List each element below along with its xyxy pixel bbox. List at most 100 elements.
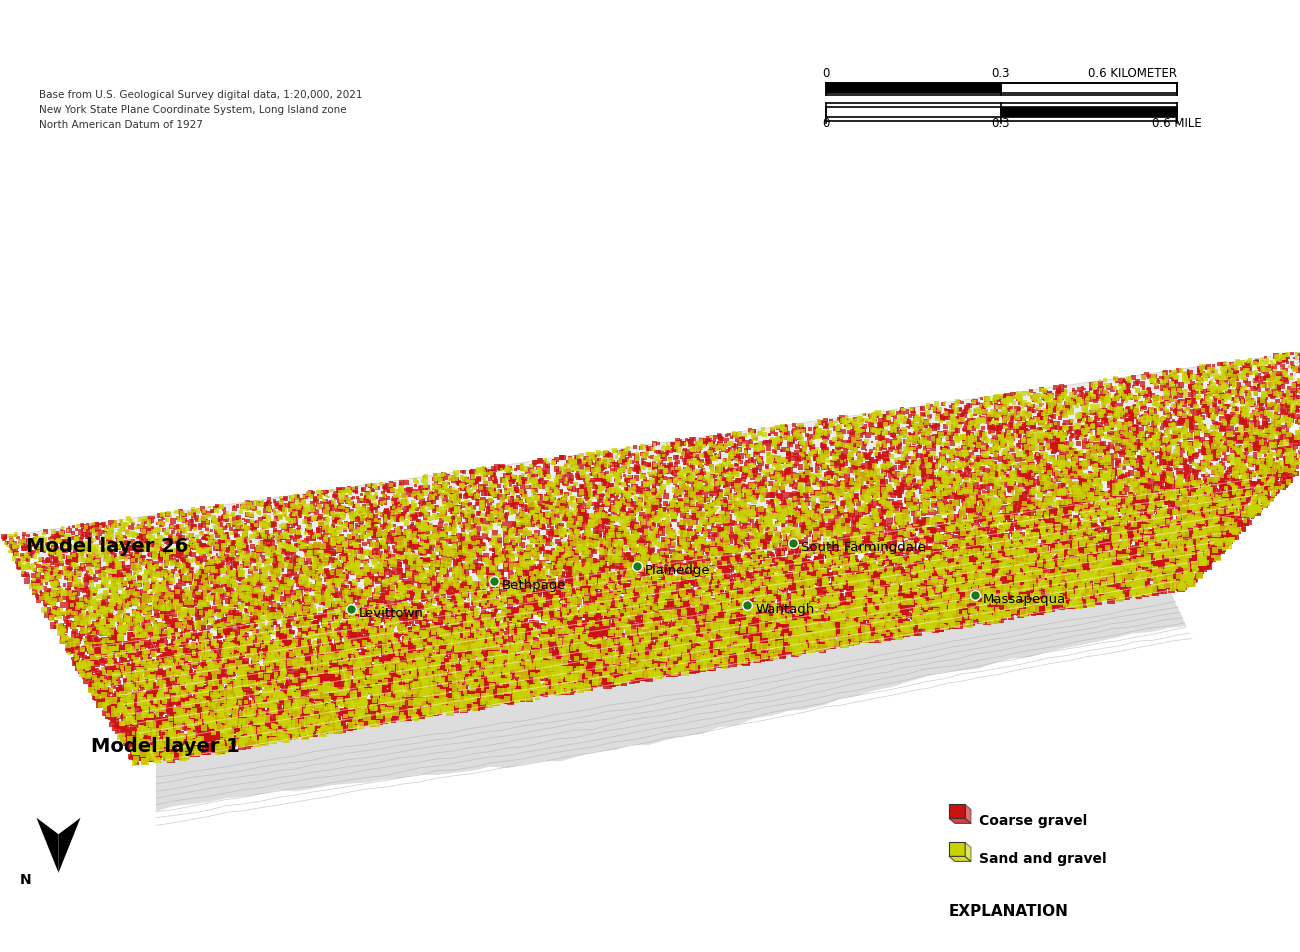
Point — [537, 490, 558, 506]
Point — [90, 571, 110, 586]
Point — [526, 667, 547, 683]
Point — [636, 498, 656, 513]
Point — [408, 525, 429, 540]
Point — [324, 599, 344, 614]
Point — [399, 589, 420, 605]
Point — [1282, 367, 1300, 382]
Point — [321, 647, 342, 663]
Point — [760, 620, 781, 635]
Point — [1052, 431, 1072, 446]
Point — [805, 425, 826, 440]
Point — [183, 655, 204, 670]
Point — [629, 664, 650, 679]
Point — [1214, 497, 1235, 512]
Point — [545, 590, 566, 605]
Point — [370, 708, 391, 724]
Point — [896, 579, 916, 594]
Point — [620, 593, 641, 608]
Point — [463, 581, 484, 596]
Point — [732, 526, 753, 541]
Point — [569, 638, 590, 653]
Point — [556, 544, 577, 559]
Point — [985, 392, 1006, 407]
Point — [214, 527, 235, 543]
Point — [195, 682, 216, 697]
Point — [376, 667, 396, 683]
Point — [1089, 376, 1110, 391]
Point — [1176, 413, 1197, 428]
Point — [914, 418, 935, 433]
Point — [545, 455, 566, 470]
Point — [974, 583, 995, 598]
Point — [227, 549, 248, 565]
Point — [200, 630, 221, 645]
Point — [680, 627, 701, 643]
Point — [573, 554, 594, 569]
Point — [238, 507, 259, 523]
Point — [307, 717, 328, 732]
Point — [26, 579, 47, 594]
Point — [676, 550, 697, 565]
Point — [1031, 441, 1052, 456]
Point — [1251, 466, 1271, 481]
Point — [1100, 591, 1121, 606]
Point — [816, 442, 837, 457]
Point — [1026, 529, 1046, 545]
Point — [1014, 442, 1035, 457]
Point — [478, 646, 499, 662]
Point — [257, 495, 278, 510]
Point — [766, 579, 786, 594]
Point — [151, 581, 172, 596]
Point — [710, 545, 731, 560]
Point — [936, 597, 957, 612]
Point — [113, 691, 134, 706]
Point — [104, 582, 125, 597]
Point — [448, 552, 469, 567]
Point — [79, 620, 100, 635]
Point — [1118, 439, 1139, 454]
Point — [403, 639, 424, 654]
Point — [256, 631, 277, 646]
Point — [560, 526, 581, 542]
Point — [686, 594, 707, 609]
Point — [676, 463, 697, 478]
Point — [874, 514, 894, 529]
Point — [183, 681, 204, 696]
Point — [283, 574, 304, 589]
Point — [1092, 385, 1113, 400]
Point — [100, 531, 121, 546]
Point — [1091, 454, 1112, 469]
Point — [231, 590, 252, 605]
Point — [1134, 416, 1154, 431]
Point — [1171, 442, 1192, 457]
Point — [998, 579, 1019, 594]
Point — [706, 657, 727, 672]
Point — [644, 480, 664, 495]
Point — [956, 446, 976, 461]
Point — [1212, 421, 1232, 436]
Point — [984, 612, 1005, 627]
Point — [1087, 466, 1108, 482]
Point — [1164, 522, 1184, 537]
Point — [645, 580, 666, 595]
Point — [10, 536, 31, 551]
Point — [573, 542, 594, 557]
Point — [725, 597, 746, 612]
Point — [512, 574, 533, 589]
Point — [632, 547, 653, 563]
Point — [593, 537, 614, 552]
Point — [1257, 406, 1278, 421]
Point — [1071, 566, 1092, 582]
Point — [455, 541, 476, 556]
Point — [1039, 501, 1060, 516]
Point — [460, 646, 481, 662]
Point — [1232, 382, 1253, 397]
Point — [693, 613, 714, 628]
Point — [1164, 458, 1184, 473]
Point — [433, 690, 454, 705]
Point — [227, 612, 248, 627]
Point — [667, 436, 688, 451]
Point — [320, 696, 341, 711]
Point — [650, 550, 671, 565]
Point — [909, 434, 930, 449]
